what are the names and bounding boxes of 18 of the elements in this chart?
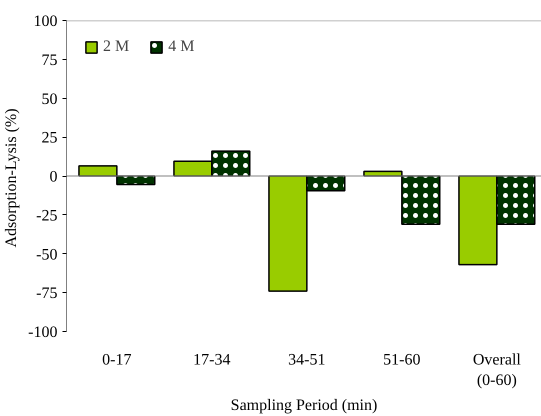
y-tick-label: -50 — [36, 246, 58, 264]
x-tick-label: 17-34 — [193, 352, 231, 368]
y-tick-label: -100 — [28, 324, 58, 341]
x-tick-label: 51-60 — [383, 352, 421, 368]
y-tick-label: 0 — [50, 168, 58, 186]
legend-label: 2 M — [103, 38, 130, 56]
x-axis-title: Sampling Period (min) — [230, 396, 378, 414]
y-tick-label: 75 — [42, 52, 58, 69]
y-tick-label: 50 — [42, 90, 58, 108]
x-tick-label: 34-51 — [288, 352, 326, 368]
x-tick-label: 0-17 — [102, 352, 132, 368]
y-tick-label: 25 — [42, 130, 58, 147]
x-tick-label: Overall (0-60) — [472, 352, 522, 389]
y-tick-label: 100 — [34, 13, 58, 30]
legend-label: 4 M — [168, 38, 194, 56]
y-tick-label: -25 — [36, 207, 58, 224]
y-axis-title: Adsorption-Lysis (%) — [3, 108, 20, 248]
y-tick-label: -75 — [36, 285, 58, 302]
